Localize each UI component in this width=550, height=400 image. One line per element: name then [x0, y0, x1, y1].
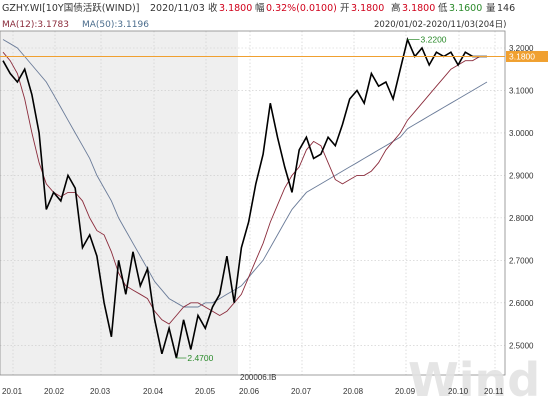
y-tick-label: 3.2000	[509, 44, 534, 53]
ma50-line	[2, 39, 488, 308]
x-tick-label: 20.03	[90, 387, 111, 396]
close-value: 3.1800	[219, 3, 252, 14]
plot-frame	[0, 30, 506, 376]
y-tick-label: 2.6000	[509, 299, 534, 308]
y-tick-label: 2.9000	[509, 171, 534, 180]
change-value: 0.32%(0.0100)	[266, 3, 337, 14]
low-label: 低	[438, 2, 448, 14]
open-label: 开	[340, 3, 350, 14]
high-label: 高	[391, 2, 401, 14]
x-tick-label: 20.07	[291, 387, 312, 396]
low-value: 3.1600	[449, 3, 482, 14]
y-tick-label: 2.5000	[509, 341, 534, 350]
x-tick-label: 20.06	[239, 387, 260, 396]
change-label: 幅	[255, 2, 265, 14]
x-tick-label: 20.05	[195, 387, 216, 396]
y-tick-label: 2.8000	[509, 214, 534, 223]
quote-date: 2020/11/03	[150, 3, 205, 14]
x-tick-label: 20.09	[395, 387, 416, 396]
x-axis: 20.01 20.02 20.03 20.04 20.05 20.06 20.07 20.08…	[2, 387, 504, 396]
open-value: 3.1800	[351, 3, 384, 14]
close-label: 收	[208, 2, 218, 14]
high-value: 3.1800	[402, 3, 435, 14]
current-price-box	[506, 50, 548, 62]
x-tick-label: 20.02	[44, 387, 65, 396]
y-axis: 3.2000 3.1000 3.0000 2.9000 2.8000 2.7000 2.60…	[509, 44, 534, 350]
y-tick-label: 3.1000	[509, 86, 534, 95]
current-price-label: 3.1800	[509, 51, 535, 61]
ma50-readout: MA(50):3.1196	[82, 20, 149, 30]
x-tick-label: 20.01	[2, 387, 23, 396]
contract-label: 200006.IB	[240, 373, 276, 382]
high-annotation: 3.2200	[421, 34, 447, 44]
watermark: Wind	[408, 353, 540, 400]
x-tick-label: 20.04	[143, 387, 164, 396]
y-tick-label: 3.0000	[509, 129, 534, 138]
date-range: 2020/01/02-2020/11/03(204日)	[374, 20, 506, 30]
volume-label: 量	[486, 3, 496, 14]
y-tick-label: 2.7000	[509, 256, 534, 265]
x-tick-label: 20.08	[343, 387, 364, 396]
x-tick-label: 20.10	[448, 387, 469, 396]
ma12-readout: MA(12):3.1783	[2, 20, 69, 30]
x-tick-label: 20.11	[484, 387, 504, 396]
ma12-line	[2, 51, 487, 325]
low-annotation: 2.4700	[187, 353, 213, 363]
volume-value: 146	[497, 3, 515, 14]
symbol-title: GZHY.WI[10Y国债活跃(WIND)]	[2, 2, 139, 14]
price-line	[2, 36, 487, 359]
grid	[0, 31, 505, 375]
